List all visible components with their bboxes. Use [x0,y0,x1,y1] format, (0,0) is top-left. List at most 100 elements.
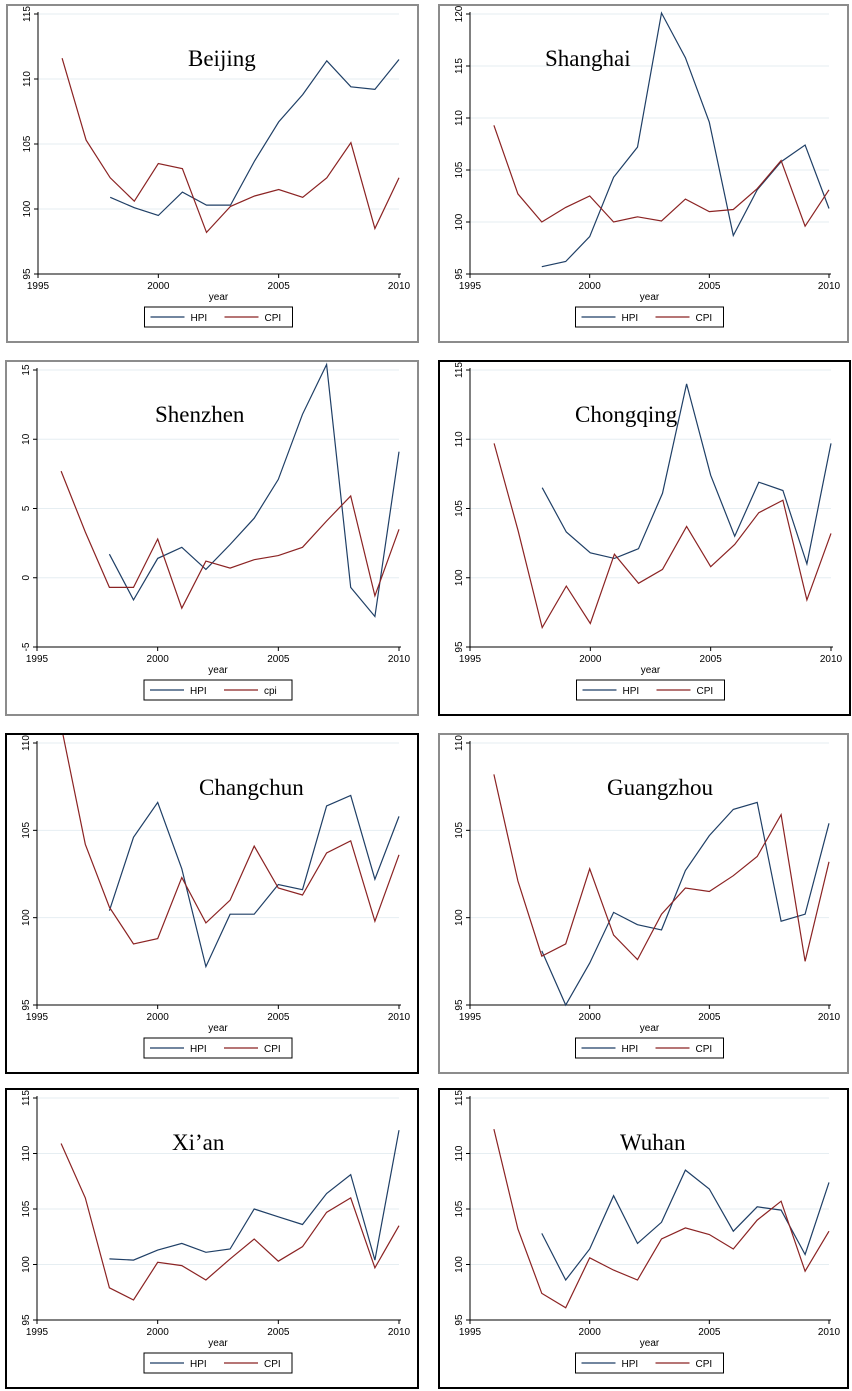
x-tick-label: 2005 [698,1012,721,1023]
y-tick-label: 105 [454,822,465,839]
panel-beijing: 95 100 105 110 115 1995 2000 2005 2010 year Beijin… [6,4,419,343]
x-tick-label: 1995 [459,1327,482,1338]
series-line-cpi [493,774,830,962]
legend-label-hpi: HPI [190,1359,207,1370]
x-tick-label: 2010 [388,1012,411,1023]
x-tick-label: 2000 [579,1327,602,1338]
legend-label-cpi: CPI [696,1044,713,1055]
legend-box [143,1352,293,1374]
panel-shenzhen: -5 0 5 10 15 1995 2000 2005 2010 year Shenzhen HPI c… [5,360,419,716]
series-line-hpi [109,59,400,217]
x-tick-label: 2000 [147,1012,170,1023]
y-tick-label: 0 [21,575,32,581]
y-tick-label: 120 [454,6,465,22]
y-tick-label: 95 [21,999,32,1011]
legend-label-hpi: HPI [623,686,640,697]
y-tick-label: 115 [454,58,465,74]
legend-label-hpi: HPI [622,313,639,324]
x-tick-label: 2005 [698,281,721,292]
x-tick-label: 1995 [26,654,49,665]
y-tick-label: 105 [454,161,465,178]
chart-title: Guangzhou [607,775,714,800]
legend-label-cpi: CPI [696,1359,713,1370]
x-tick-label: 1995 [26,1012,49,1023]
x-tick-label: 1995 [459,1012,482,1023]
series-line-cpi [493,125,830,228]
x-tick-label: 2000 [579,1012,602,1023]
y-tick-label: -5 [21,642,32,651]
legend-label-cpi: CPI [265,313,282,324]
x-axis-label: year [640,1338,660,1349]
y-tick-label: 10 [21,433,32,445]
y-tick-label: 105 [22,135,33,152]
y-tick-label: 95 [21,1314,32,1326]
x-tick-label: 2010 [388,654,411,665]
y-tick-label: 100 [454,213,465,230]
panel-xian: 95 100 105 110 115 1995 2000 2005 2010 year Xi’an H… [5,1088,419,1389]
chart-title: Shanghai [545,46,631,71]
chart-svg: 95 100 105 110 1995 2000 2005 2010 year Guangzhou… [454,735,841,1059]
x-tick-label: 2010 [388,281,411,292]
x-tick-label: 2000 [147,654,170,665]
x-tick-label: 2005 [700,654,723,665]
y-tick-label: 95 [22,268,33,280]
y-tick-label: 110 [454,1145,465,1161]
chart-svg: 95 100 105 110 115 120 1995 2000 2005 2010 year Sha… [454,6,841,328]
legend-box [143,679,293,701]
x-axis-label: year [208,1338,228,1349]
y-tick-label: 95 [454,641,465,653]
y-tick-label: 95 [454,999,465,1011]
panel-chongqing: 95 100 105 110 115 1995 2000 2005 2010 year Chongq… [438,360,851,716]
x-tick-label: 2005 [698,1327,721,1338]
series-line-hpi [109,1130,400,1261]
y-tick-label: 105 [454,500,465,517]
x-axis-label: year [208,665,228,676]
legend-label-cpi: CPI [264,1044,281,1055]
series-line-hpi [108,362,400,618]
panel-wuhan: 95 100 105 110 115 1995 2000 2005 2010 year Wuhan H… [438,1088,849,1389]
x-tick-label: 2005 [268,281,291,292]
y-tick-label: 110 [22,71,33,87]
legend-label-hpi: HPI [190,1044,207,1055]
chart-svg: 95 100 105 110 115 1995 2000 2005 2010 year Xi’an H… [21,1090,411,1374]
legend-box [575,1352,724,1374]
x-tick-label: 2010 [818,1012,841,1023]
x-tick-label: 2005 [267,654,290,665]
y-tick-label: 95 [454,1314,465,1326]
y-tick-label: 100 [454,569,465,586]
y-tick-label: 105 [21,822,32,839]
x-tick-label: 2010 [818,1327,841,1338]
series-line-hpi [541,383,832,567]
legend-label-cpi: CPI [264,1359,281,1370]
chart-svg: -5 0 5 10 15 1995 2000 2005 2010 year Shenzhen HPI c… [21,362,411,701]
y-tick-label: 95 [454,268,465,280]
y-tick-label: 110 [454,110,465,126]
legend-label-hpi: HPI [190,686,207,697]
legend-label-cpi: CPI [696,313,713,324]
legend-box [143,1037,293,1059]
series-line-cpi [60,470,400,610]
series-line-hpi [541,801,830,1007]
y-tick-label: 110 [21,735,32,751]
chart-svg: 95 100 105 110 115 1995 2000 2005 2010 year Beijin… [22,6,411,328]
series-line-cpi [493,443,832,630]
legend-box [575,1037,724,1059]
legend-label-cpi: cpi [264,686,277,697]
y-tick-label: 100 [22,200,33,217]
y-tick-label: 5 [21,505,32,511]
legend-label-hpi: HPI [191,313,208,324]
x-tick-label: 2010 [820,654,843,665]
y-tick-label: 115 [454,362,465,378]
chart-title: Changchun [199,775,304,800]
x-tick-label: 1995 [26,1327,49,1338]
legend-label-hpi: HPI [622,1359,639,1370]
series-line-cpi [493,1128,830,1309]
series-line-cpi [62,735,400,945]
legend-box [575,306,724,328]
y-tick-label: 105 [454,1200,465,1217]
x-tick-label: 2000 [147,281,170,292]
series-line-cpi [60,1143,400,1301]
y-tick-label: 100 [21,909,32,926]
chart-title: Shenzhen [155,402,245,427]
x-tick-label: 2000 [579,281,602,292]
